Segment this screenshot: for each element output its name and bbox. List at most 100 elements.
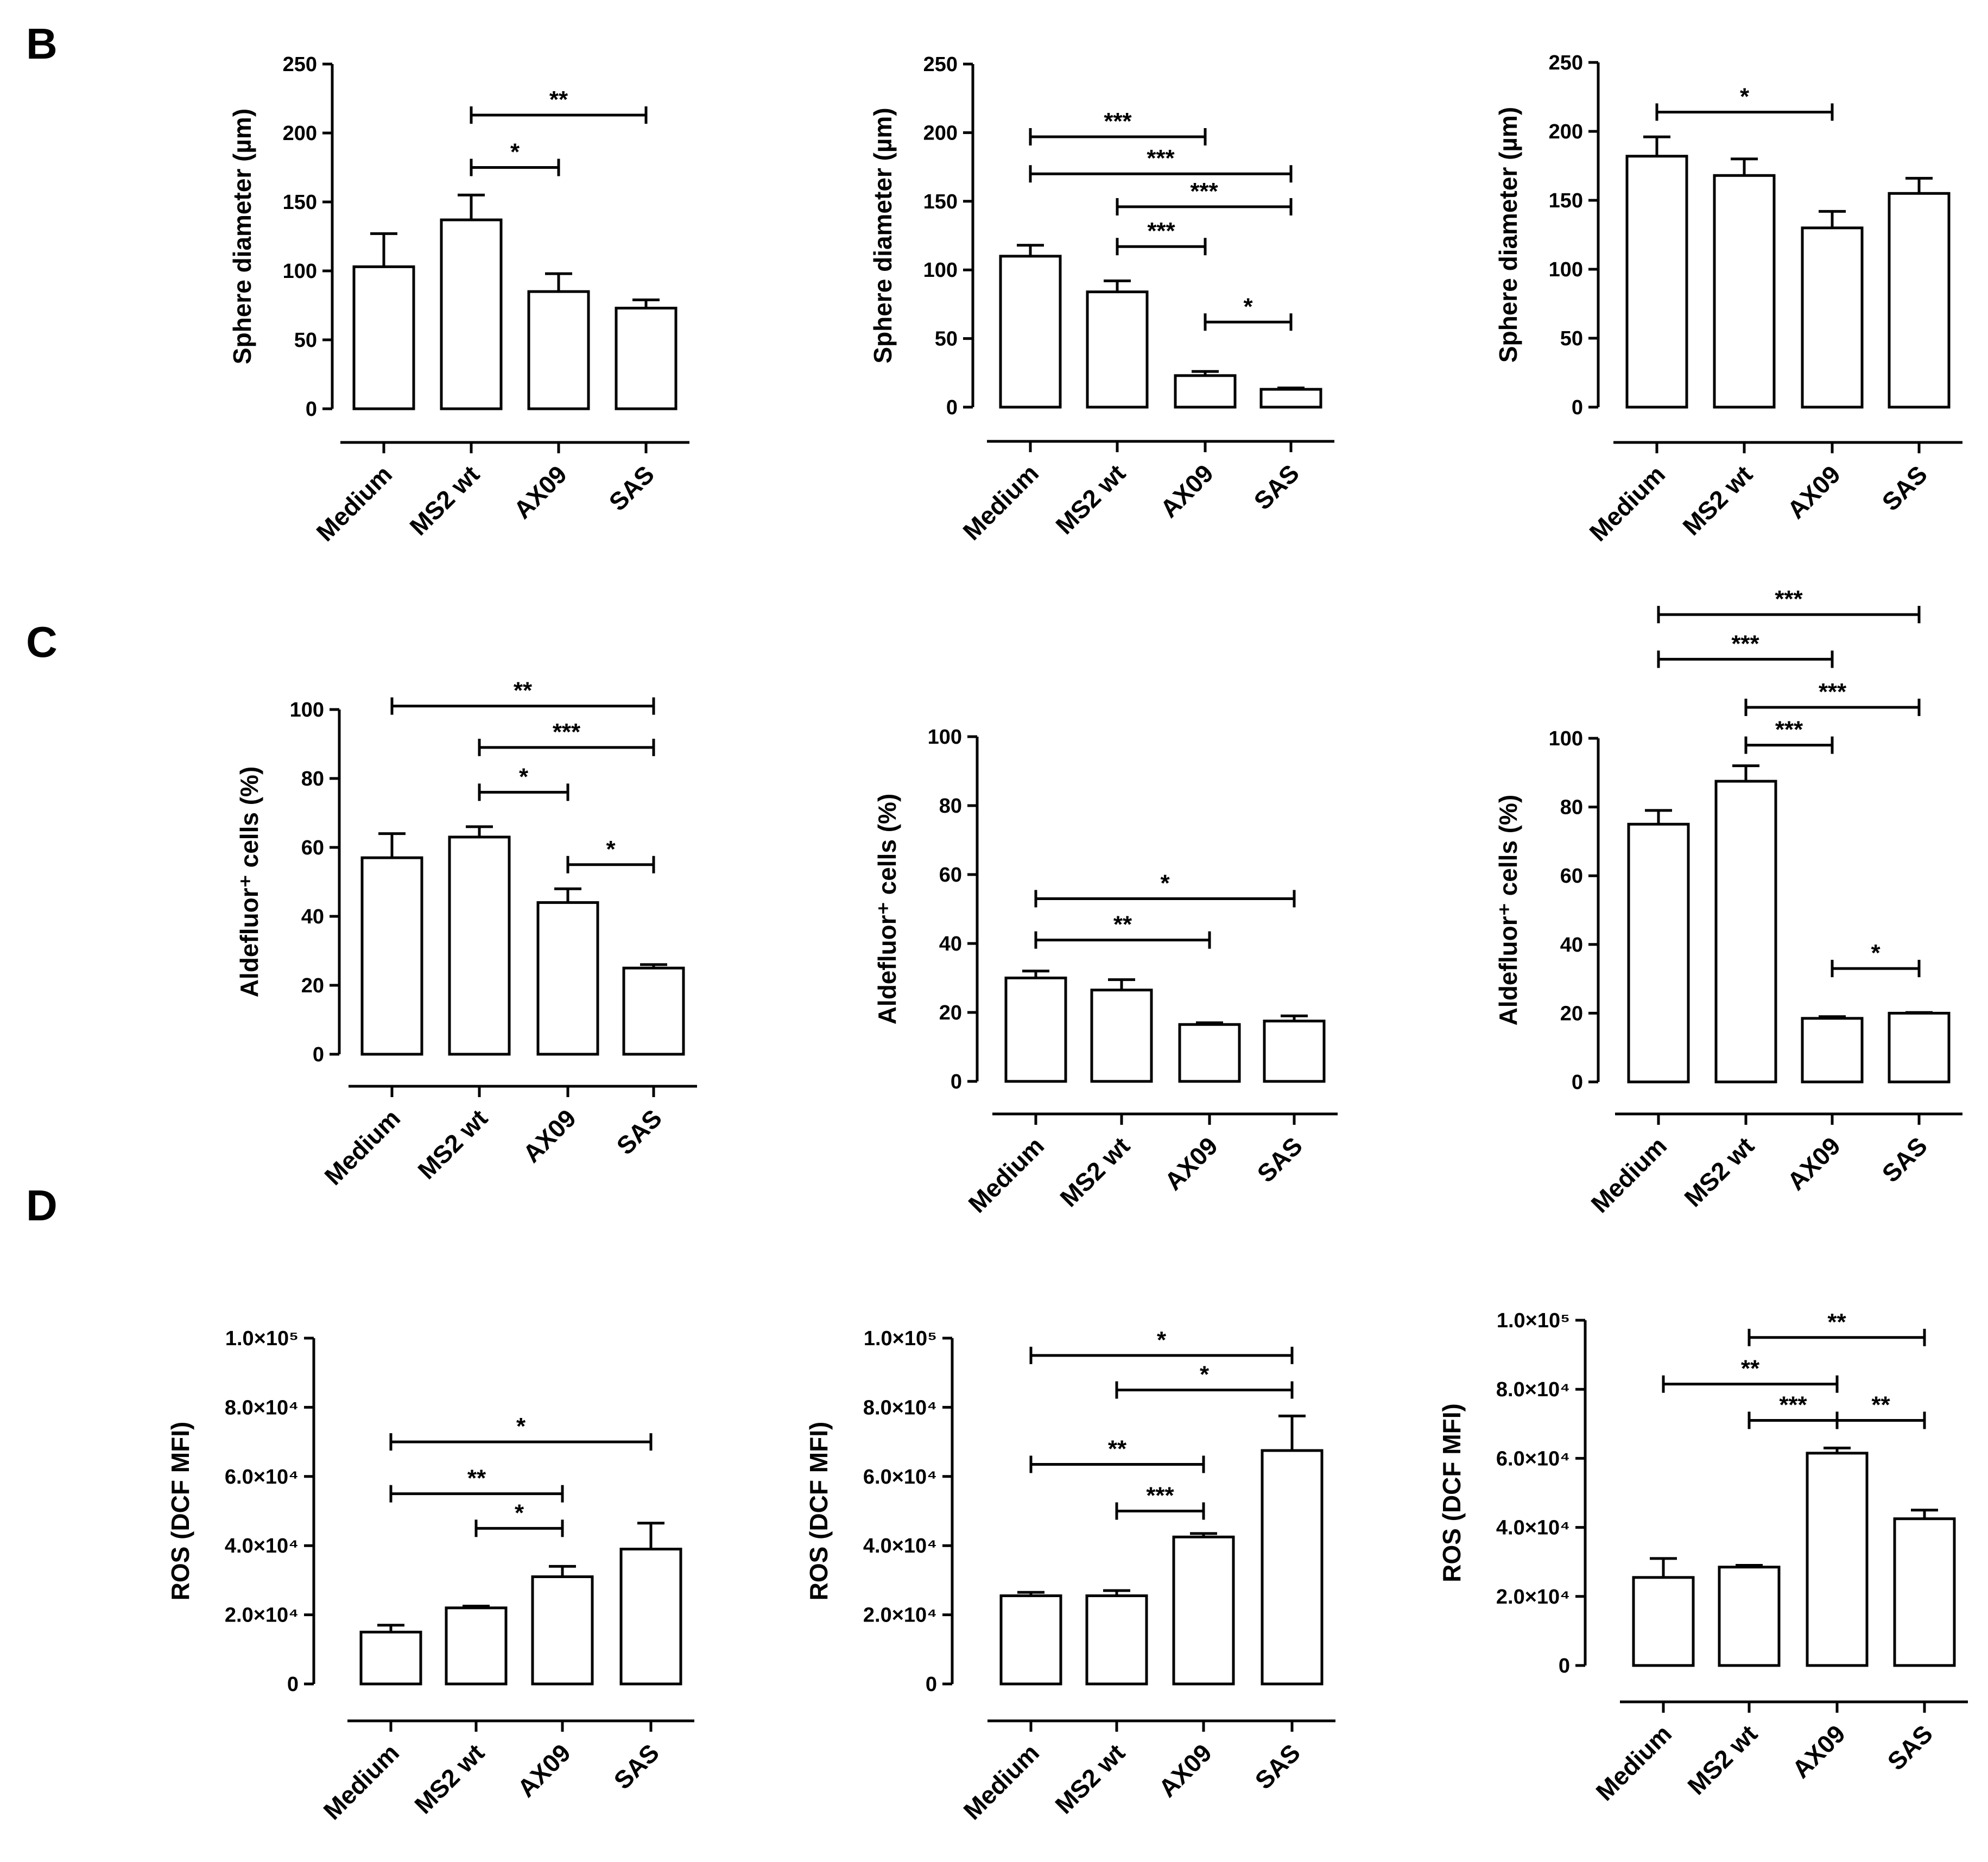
y-tick-label: 0 [951,1071,962,1093]
bar-ms2-wt [440,218,503,410]
bar-ms2-wt [445,1606,508,1686]
significance-label: *** [1819,679,1847,705]
significance-bracket: ** [1748,1309,1926,1346]
y-tick-label: 60 [939,864,962,886]
y-tick-label: 0 [306,398,317,421]
significance-bracket: * [474,1499,564,1537]
bar-ms2-wt [1086,290,1149,409]
significance-bracket: * [1655,83,1834,121]
y-tick-label: 0 [1572,396,1583,419]
y-tick-label: 40 [939,933,962,955]
significance-bracket: ** [470,86,648,124]
significance-bracket: * [566,836,655,873]
y-tick-label: 250 [1549,52,1583,74]
y-axis-title: Sphere diameter (µm) [869,107,897,363]
bar-ms2-wt [1085,1594,1148,1686]
significance-bracket: * [389,1413,653,1451]
significance-label: * [516,1413,526,1440]
bar-medium [1625,155,1688,409]
significance-label: *** [1147,218,1175,244]
bar-ax09 [1178,1023,1241,1083]
y-tick-label: 80 [1560,796,1583,819]
y-tick-label: 4.0×10⁴ [225,1535,299,1557]
bar-medium [352,265,415,410]
y-tick-label: 4.0×10⁴ [863,1535,937,1557]
bar-sas [615,307,678,410]
significance-bracket: ** [390,677,655,715]
significance-label: ** [1827,1309,1846,1335]
significance-label: * [1871,940,1881,966]
significance-bracket: ** [1835,1391,1926,1429]
significance-label: *** [1779,1391,1807,1418]
bar-sas [1259,388,1322,409]
y-tick-label: 1.0×10⁵ [864,1327,937,1350]
y-tick-label: 40 [1560,934,1583,957]
significance-label: ** [467,1465,486,1492]
y-tick-label: 0 [1572,1071,1583,1094]
significance-bracket: *** [1744,679,1921,717]
y-tick-label: 200 [1549,121,1583,143]
y-tick-label: 100 [1549,258,1583,281]
y-tick-label: 2.0×10⁴ [1496,1586,1570,1608]
y-tick-label: 0 [313,1043,324,1066]
y-axis-title: Aldefluor⁺ cells (%) [1494,795,1522,1026]
bar-medium [1632,1576,1695,1667]
significance-label: * [515,1499,524,1526]
bar-sas [1893,1517,1956,1667]
significance-label: ** [1741,1356,1760,1382]
y-tick-label: 0 [946,396,958,419]
significance-bracket: ** [1034,911,1211,949]
significance-bracket: *** [1744,717,1834,754]
significance-bracket: *** [1657,586,1921,624]
y-tick-label: 1.0×10⁵ [225,1327,299,1350]
y-tick-label: 60 [1560,865,1583,888]
y-tick-label: 8.0×10⁴ [225,1396,299,1419]
bar-medium [1004,977,1067,1083]
significance-bracket: *** [1029,108,1207,145]
y-tick-label: 20 [939,1002,962,1024]
y-tick-label: 80 [939,795,962,818]
y-tick-label: 80 [301,768,324,790]
y-tick-label: 2.0×10⁴ [863,1604,937,1627]
bar-medium [1627,822,1690,1084]
bar-medium [999,255,1062,409]
y-axis-title: ROS (DCF MFI) [1438,1403,1466,1582]
y-tick-label: 200 [923,122,958,144]
panel-label-d: D [26,1181,58,1230]
significance-bracket: *** [1115,1483,1205,1520]
panel-label-c: C [26,618,58,666]
y-tick-label: 6.0×10⁴ [863,1466,937,1489]
y-tick-label: 8.0×10⁴ [863,1396,937,1419]
significance-bracket: * [1034,870,1296,908]
y-tick-label: 0 [1559,1655,1570,1677]
significance-bracket: *** [1116,218,1207,256]
significance-label: * [510,139,520,166]
significance-label: *** [1190,178,1218,205]
y-tick-label: 2.0×10⁴ [225,1604,299,1627]
bar-sas [619,1548,682,1686]
y-tick-label: 250 [283,53,317,76]
y-tick-label: 150 [923,191,958,213]
significance-bracket: * [1115,1361,1294,1399]
bar-medium [359,1630,422,1686]
bar-ax09 [527,290,590,410]
significance-label: *** [1775,586,1803,612]
y-tick-label: 0 [926,1673,937,1696]
y-tick-label: 40 [301,905,324,928]
y-axis-title: Sphere diameter (µm) [1494,107,1522,363]
bar-ms2-wt [1713,174,1776,409]
significance-label: *** [553,719,581,745]
significance-label: * [606,836,616,863]
y-tick-label: 50 [294,329,317,352]
panel-label-b: B [26,20,58,68]
y-tick-label: 100 [283,260,317,283]
bar-sas [1888,1011,1951,1084]
significance-bracket: * [478,763,569,801]
y-tick-label: 150 [283,191,317,214]
y-tick-label: 200 [283,122,317,145]
significance-label: ** [1113,911,1132,938]
significance-bracket: *** [1029,145,1293,183]
y-tick-label: 100 [928,726,962,749]
